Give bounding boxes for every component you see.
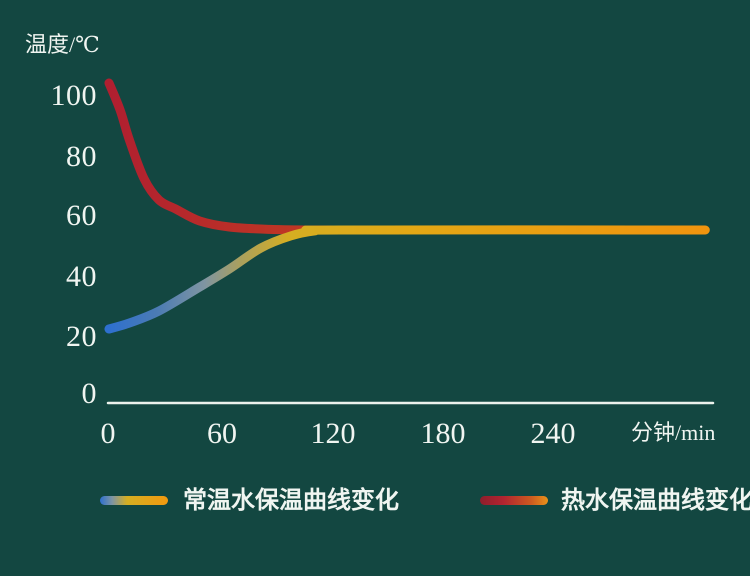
x-tick-0: 0 — [100, 417, 116, 450]
x-tick-180: 180 — [420, 417, 466, 450]
y-tick-20: 20 — [66, 320, 97, 353]
legend-label-hot-water: 热水保温曲线变化 — [561, 488, 750, 514]
x-tick-60: 60 — [207, 417, 237, 450]
hot-water-curve — [104, 78, 336, 235]
legend: 常温水保温曲线变化 热水保温曲线变化 — [0, 485, 750, 517]
x-tick-240: 240 — [530, 417, 576, 450]
y-tick-80: 80 — [66, 140, 97, 173]
room-temp-water-curve — [104, 225, 710, 334]
y-tick-40: 40 — [66, 260, 97, 293]
y-tick-100: 100 — [50, 79, 97, 112]
legend-label-room-temp: 常温水保温曲线变化 — [183, 488, 399, 514]
x-tick-120: 120 — [310, 417, 356, 450]
x-axis-title: 分钟/min — [631, 420, 716, 445]
hot-water-gradient-swatch-icon — [480, 496, 548, 505]
y-tick-0: 0 — [81, 377, 97, 410]
y-axis-title: 温度/℃ — [25, 32, 100, 57]
y-tick-60: 60 — [66, 199, 97, 232]
room-temp-gradient-swatch-icon — [100, 496, 168, 505]
